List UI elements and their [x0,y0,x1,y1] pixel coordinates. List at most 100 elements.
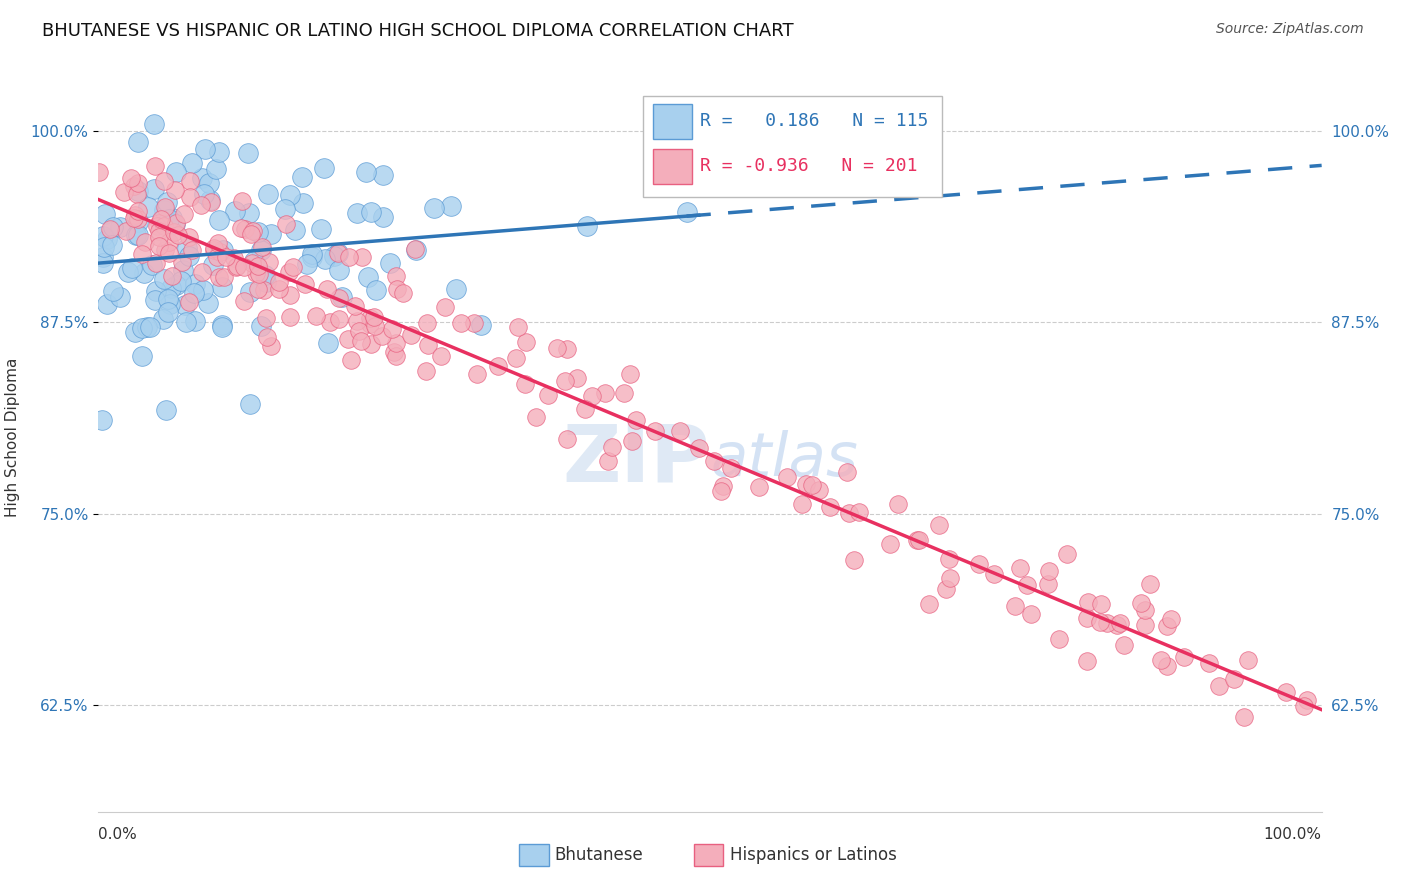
Point [423,201,446,215]
Point [620,434,643,449]
Point [184,277,207,292]
Point [360,205,382,219]
Point [143,117,166,131]
Point [314,252,336,266]
Point [1076,611,1098,625]
Point [208,213,231,227]
Point [212,270,235,285]
Point [127,215,149,229]
Point [91,250,114,264]
Point [555,432,578,446]
Point [174,315,197,329]
Point [720,461,742,475]
Point [364,283,387,297]
Point [688,441,710,455]
Point [243,253,266,268]
Point [103,220,125,235]
Point [794,477,817,491]
Point [179,189,201,203]
Point [1156,658,1178,673]
Point [173,207,195,221]
Point [211,318,233,332]
Point [354,165,377,179]
Point [526,409,548,424]
Point [837,465,859,479]
Point [165,216,187,230]
Point [125,227,148,242]
Point [224,204,246,219]
Point [121,260,143,275]
Point [156,293,179,307]
Point [399,328,422,343]
Point [260,227,283,241]
Point [170,274,193,288]
Point [197,296,219,310]
Point [844,553,866,567]
Point [96,297,118,311]
Point [1114,638,1136,652]
Point [163,217,186,231]
Point [124,208,146,222]
Point [415,364,437,378]
Point [291,196,314,211]
Point [1133,618,1156,632]
Point [249,318,271,333]
Point [373,210,395,224]
Point [224,251,246,265]
Point [179,294,201,309]
Point [371,328,394,343]
Point [1139,577,1161,591]
Point [415,316,437,330]
Point [938,551,960,566]
Point [935,582,957,596]
Point [1038,564,1060,578]
Point [1198,657,1220,671]
Point [316,282,339,296]
Point [181,244,204,258]
Point [153,203,176,218]
Point [91,255,114,269]
Point [124,325,146,339]
Point [163,225,186,239]
Point [319,315,342,329]
Point [215,250,238,264]
Point [581,389,603,403]
Point [1296,693,1319,707]
Point [148,239,170,253]
Point [211,280,233,294]
Point [148,216,170,230]
Point [1156,619,1178,633]
Point [108,219,131,234]
Point [138,320,160,334]
Y-axis label: High School Diploma: High School Diploma [4,358,20,516]
Point [212,244,235,258]
Text: R =   0.186   N = 115: R = 0.186 N = 115 [700,112,928,130]
Point [328,312,350,326]
Point [465,368,488,382]
Point [983,566,1005,581]
Point [546,341,568,355]
Point [198,176,221,190]
Point [152,311,174,326]
Point [336,332,359,346]
Point [776,469,799,483]
Point [232,293,254,308]
Point [1036,577,1059,591]
Point [184,314,207,328]
Point [202,243,225,257]
Point [887,497,910,511]
Point [254,275,277,289]
Point [675,204,697,219]
Point [350,250,373,264]
Point [141,258,163,272]
Point [346,205,368,219]
Point [360,336,382,351]
Point [131,247,153,261]
Point [177,229,200,244]
Point [323,249,346,263]
Point [440,199,463,213]
Point [1008,560,1031,574]
Point [170,255,193,269]
Point [165,165,187,179]
Point [470,318,492,333]
